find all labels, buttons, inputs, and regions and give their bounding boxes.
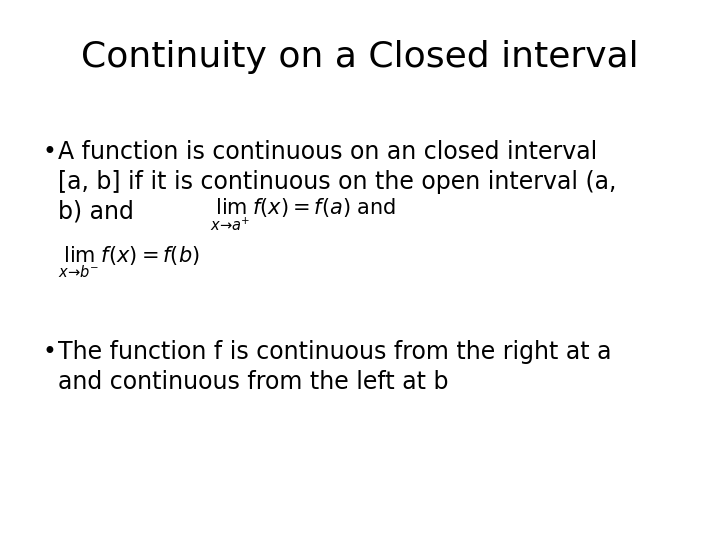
Text: •: • [42,340,56,364]
Text: and continuous from the left at b: and continuous from the left at b [58,370,449,394]
Text: [a, b] if it is continuous on the open interval (a,: [a, b] if it is continuous on the open i… [58,170,616,194]
Text: b) and: b) and [58,200,134,224]
Text: Continuity on a Closed interval: Continuity on a Closed interval [81,40,639,74]
Text: A function is continuous on an closed interval: A function is continuous on an closed in… [58,140,598,164]
Text: The function f is continuous from the right at a: The function f is continuous from the ri… [58,340,611,364]
Text: $\lim_{x \to a^{+}} f(x) = f(a)$ and: $\lim_{x \to a^{+}} f(x) = f(a)$ and [210,197,396,233]
Text: $\lim_{x \to b^{-}} f(x) = f(b)$: $\lim_{x \to b^{-}} f(x) = f(b)$ [58,245,199,280]
Text: •: • [42,140,56,164]
